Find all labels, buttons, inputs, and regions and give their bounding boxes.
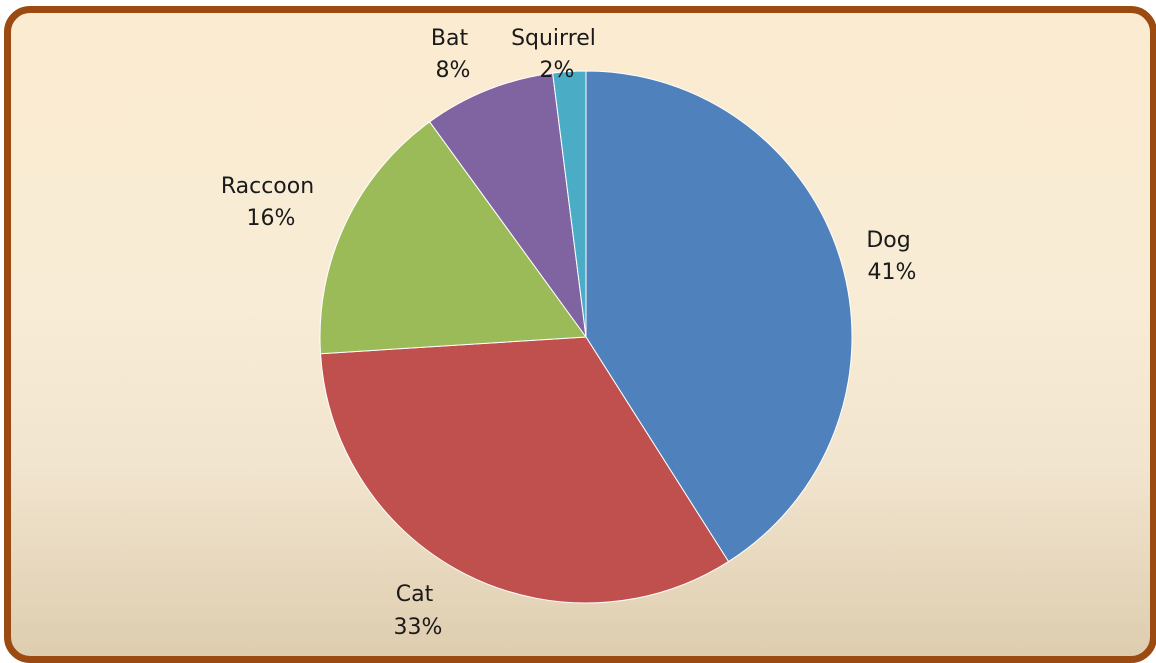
pie-slice-cat (319, 336, 730, 604)
slice-percent-dog: 41% (868, 260, 917, 285)
slice-label-dog: Dog 41% (866, 228, 917, 285)
slice-name-bat: Bat (431, 26, 469, 51)
pie-slice-bat (428, 72, 587, 338)
pie-slice-dog (585, 70, 853, 563)
pie-slices (319, 70, 853, 604)
slice-label-squirrel: Squirrel 2% (511, 26, 603, 83)
slice-label-cat: Cat 33% (394, 582, 443, 640)
pie-slice-squirrel (552, 70, 587, 338)
slice-name-dog: Dog (866, 228, 910, 253)
slice-name-squirrel: Squirrel (511, 26, 596, 51)
slice-percent-cat: 33% (394, 615, 443, 640)
slice-label-raccoon: Raccoon 16% (221, 174, 321, 231)
slice-percent-squirrel: 2% (540, 58, 575, 83)
slice-percent-bat: 8% (436, 58, 471, 83)
pie-labels: Dog 41% Cat 33% Raccoon 16% Bat 8% Squir… (221, 26, 917, 640)
pie-slice-raccoon (319, 121, 587, 355)
slice-label-bat: Bat 8% (431, 26, 475, 83)
slice-name-raccoon: Raccoon (221, 174, 314, 199)
slice-percent-raccoon: 16% (247, 206, 296, 231)
slice-name-cat: Cat (396, 582, 434, 607)
